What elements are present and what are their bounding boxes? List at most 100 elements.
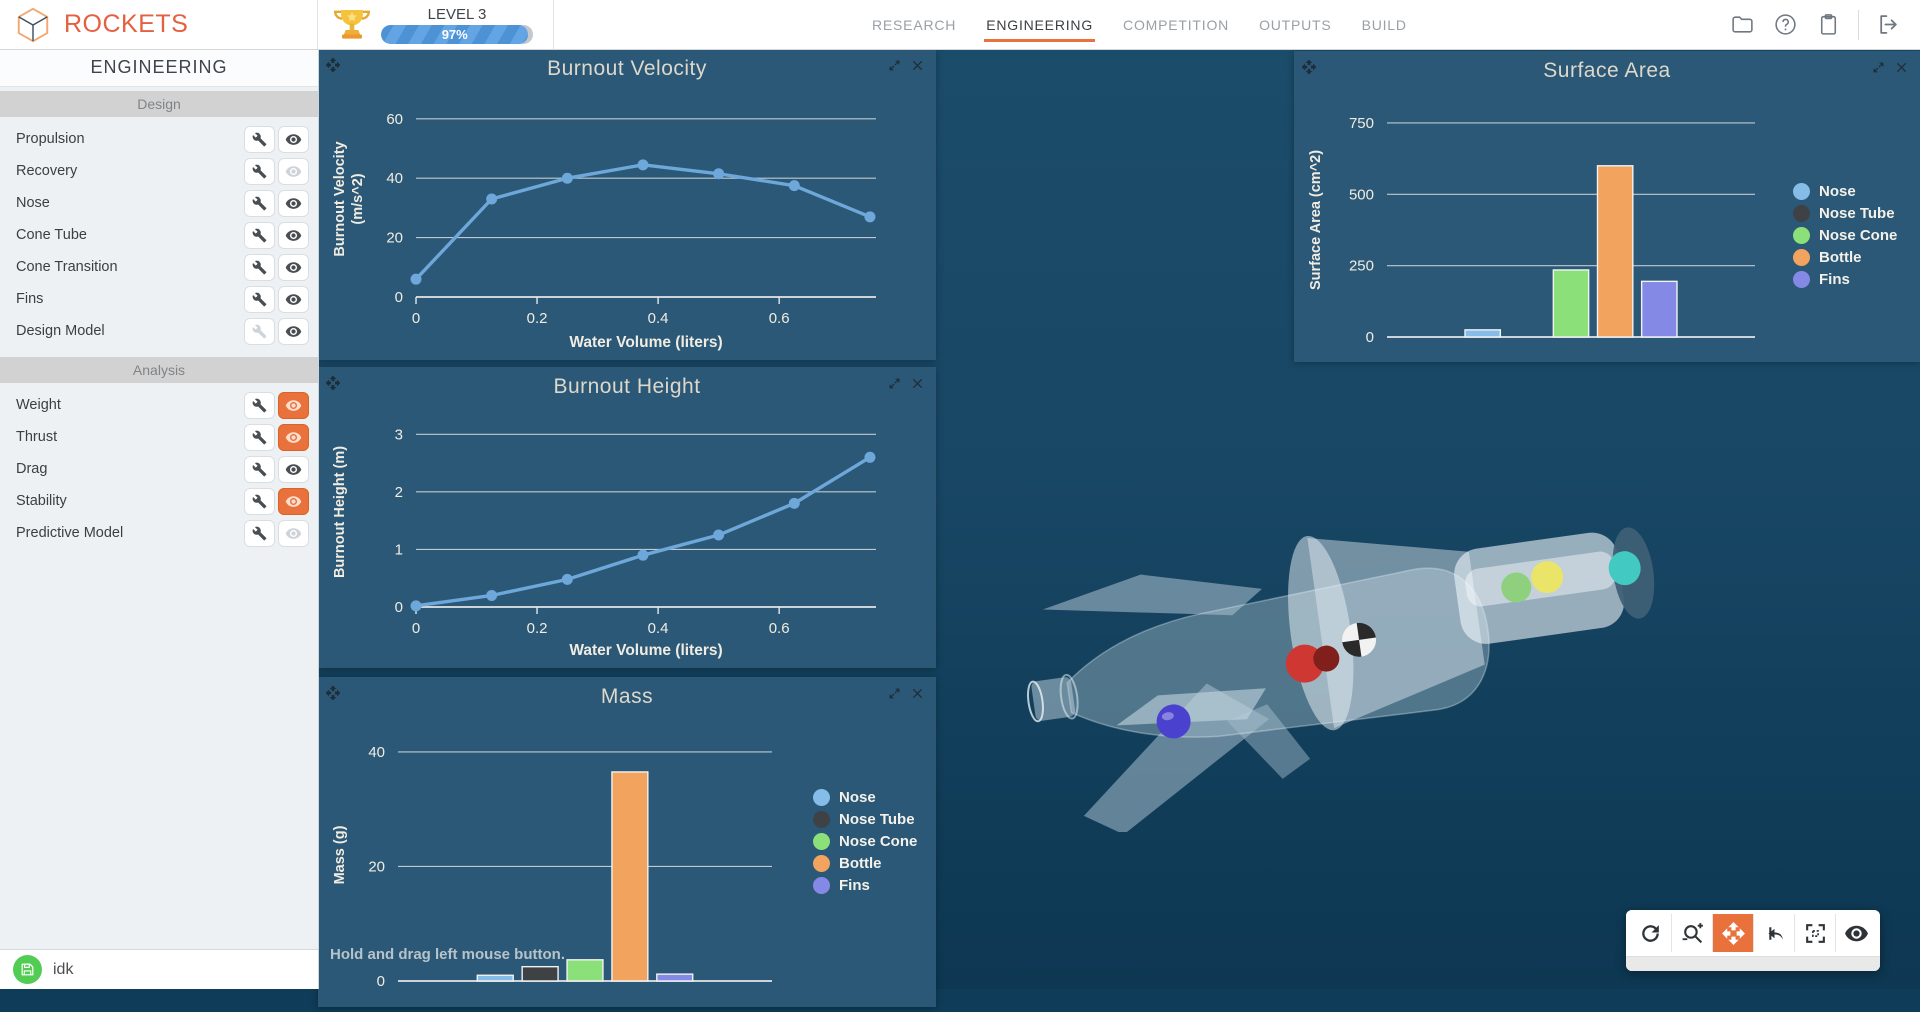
close-icon[interactable]	[911, 59, 924, 72]
legend-label: Nose Tube	[1819, 205, 1895, 222]
panel-title: Burnout Height	[318, 375, 936, 399]
svg-text:750: 750	[1349, 115, 1374, 132]
wrench-button[interactable]	[244, 488, 275, 515]
svg-text:2: 2	[395, 484, 403, 501]
sidebar-item-recovery: Recovery	[0, 155, 318, 187]
legend-item-fins: Fins	[1793, 271, 1897, 288]
legend-swatch	[813, 833, 830, 850]
eye-button[interactable]	[278, 190, 309, 217]
svg-text:0.6: 0.6	[769, 310, 790, 327]
sidebar-item-cone-transition: Cone Transition	[0, 251, 318, 283]
legend-label: Bottle	[839, 855, 882, 872]
wrench-button[interactable]	[244, 286, 275, 313]
sidebar-item-label: Fins	[16, 291, 244, 307]
expand-icon[interactable]	[888, 687, 901, 700]
eye-button[interactable]	[278, 126, 309, 153]
wrench-button[interactable]	[244, 254, 275, 281]
svg-text:0: 0	[412, 620, 420, 637]
svg-text:20: 20	[368, 858, 385, 875]
wrench-button[interactable]	[244, 190, 275, 217]
svg-text:Burnout Velocity: Burnout Velocity	[332, 141, 348, 256]
wrench-button[interactable]	[244, 392, 275, 419]
frame-button[interactable]	[1794, 914, 1835, 952]
wrench-button[interactable]	[244, 158, 275, 185]
svg-text:1: 1	[395, 541, 403, 558]
visibility-button[interactable]	[1835, 914, 1876, 952]
trophy-icon	[332, 6, 372, 43]
rocket-3d-model[interactable]	[1005, 492, 1715, 832]
panel-title: Mass	[318, 685, 936, 709]
eye-button[interactable]	[278, 318, 309, 345]
svg-text:3: 3	[395, 426, 403, 443]
wrench-button[interactable]	[244, 520, 275, 547]
logout-icon[interactable]	[1876, 12, 1901, 37]
legend-item-nose: Nose	[813, 789, 917, 806]
tab-research[interactable]: RESEARCH	[872, 0, 956, 49]
tab-competition[interactable]: COMPETITION	[1123, 0, 1229, 49]
undo-button[interactable]	[1753, 914, 1794, 952]
eye-button[interactable]	[278, 158, 309, 185]
tab-outputs[interactable]: OUTPUTS	[1259, 0, 1332, 49]
close-icon[interactable]	[1895, 61, 1908, 74]
header-actions	[1721, 0, 1910, 49]
wrench-button[interactable]	[244, 222, 275, 249]
saved-design-bar[interactable]: idk	[0, 949, 318, 989]
chart-legend: Nose Nose Tube Nose Cone Bottle Fins	[813, 789, 917, 894]
help-icon[interactable]	[1773, 12, 1798, 37]
sidebar-item-weight: Weight	[0, 389, 318, 421]
eye-button[interactable]	[278, 520, 309, 547]
sidebar-item-label: Predictive Model	[16, 525, 244, 541]
expand-icon[interactable]	[1872, 61, 1885, 74]
expand-icon[interactable]	[888, 59, 901, 72]
tab-build[interactable]: BUILD	[1362, 0, 1407, 49]
wrench-button[interactable]	[244, 318, 275, 345]
svg-text:0.6: 0.6	[769, 620, 790, 637]
pan-button[interactable]	[1712, 914, 1753, 952]
wrench-button[interactable]	[244, 424, 275, 451]
svg-text:0.2: 0.2	[527, 310, 548, 327]
level-progress-fill: 97%	[381, 25, 528, 44]
rotate-button[interactable]	[1630, 914, 1671, 952]
sidebar-item-predictive-model: Predictive Model	[0, 517, 318, 549]
legend-item-nose-cone: Nose Cone	[813, 833, 917, 850]
legend-swatch	[813, 855, 830, 872]
legend-label: Nose Tube	[839, 811, 915, 828]
svg-text:0: 0	[1366, 329, 1374, 346]
close-icon[interactable]	[911, 687, 924, 700]
sidebar-item-label: Recovery	[16, 163, 244, 179]
svg-text:0: 0	[395, 599, 403, 616]
legend-label: Nose	[1819, 183, 1856, 200]
legend-label: Nose Cone	[1819, 227, 1897, 244]
close-icon[interactable]	[911, 377, 924, 390]
clipboard-icon[interactable]	[1816, 12, 1841, 37]
app-logo[interactable]: ROCKETS	[0, 0, 318, 49]
svg-text:0: 0	[377, 973, 385, 990]
eye-button[interactable]	[278, 488, 309, 515]
level-progress-bar: 97%	[381, 25, 533, 44]
eye-button[interactable]	[278, 424, 309, 451]
tab-engineering[interactable]: ENGINEERING	[986, 0, 1093, 49]
legend-label: Fins	[839, 877, 870, 894]
level-badge: LEVEL 3 97%	[318, 0, 554, 49]
eye-button[interactable]	[278, 456, 309, 483]
eye-button[interactable]	[278, 392, 309, 419]
sidebar-item-label: Nose	[16, 195, 244, 211]
wrench-button[interactable]	[244, 126, 275, 153]
legend-item-nose: Nose	[1793, 183, 1897, 200]
wrench-button[interactable]	[244, 456, 275, 483]
zoom-button[interactable]	[1671, 914, 1712, 952]
level-progress-percent: 97%	[442, 27, 468, 42]
sidebar-item-label: Cone Tube	[16, 227, 244, 243]
eye-button[interactable]	[278, 254, 309, 281]
expand-icon[interactable]	[888, 377, 901, 390]
svg-text:0.4: 0.4	[648, 310, 669, 327]
folder-icon[interactable]	[1730, 12, 1755, 37]
eye-button[interactable]	[278, 222, 309, 249]
eye-button[interactable]	[278, 286, 309, 313]
